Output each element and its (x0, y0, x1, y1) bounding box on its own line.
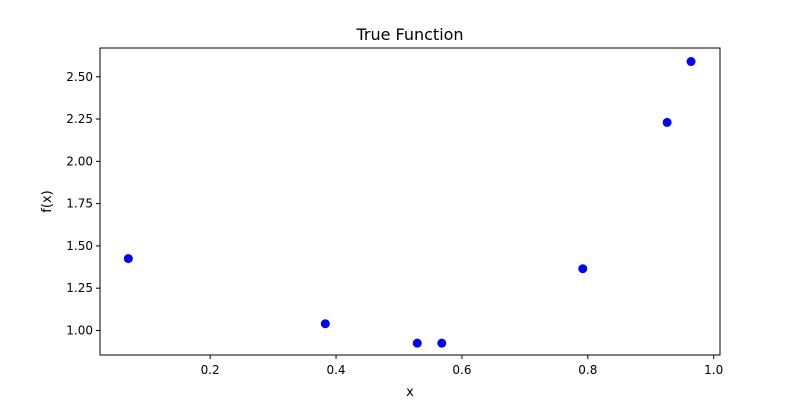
data-point (320, 319, 330, 329)
y-tick-label: 1.25 (66, 281, 93, 295)
data-point (686, 57, 696, 67)
y-axis-label: f(x) (40, 190, 55, 212)
y-tick-label: 1.50 (66, 239, 93, 253)
y-tick-label: 2.50 (66, 70, 93, 84)
x-tick-label: 0.6 (452, 363, 471, 377)
x-axis-label: x (406, 385, 414, 400)
x-tick-label: 0.2 (201, 363, 220, 377)
y-axis-ticks: 1.00 1.25 1.50 1.75 2.00 2.25 2.50 (66, 70, 100, 337)
data-points (123, 57, 696, 348)
x-axis-ticks: 0.2 0.4 0.6 0.8 1.0 (201, 355, 723, 377)
y-tick-label: 2.00 (66, 154, 93, 168)
data-point (123, 254, 133, 264)
y-tick-label: 2.25 (66, 112, 93, 126)
x-tick-label: 1.0 (704, 363, 723, 377)
data-point (437, 338, 447, 348)
chart-title: True Function (355, 25, 463, 44)
plot-area (99, 47, 721, 356)
y-tick-label: 1.00 (66, 323, 93, 337)
data-point (412, 338, 422, 348)
data-point (578, 264, 588, 274)
data-point (662, 117, 672, 127)
x-tick-label: 0.8 (578, 363, 597, 377)
y-tick-label: 1.75 (66, 197, 93, 211)
x-tick-label: 0.4 (326, 363, 345, 377)
